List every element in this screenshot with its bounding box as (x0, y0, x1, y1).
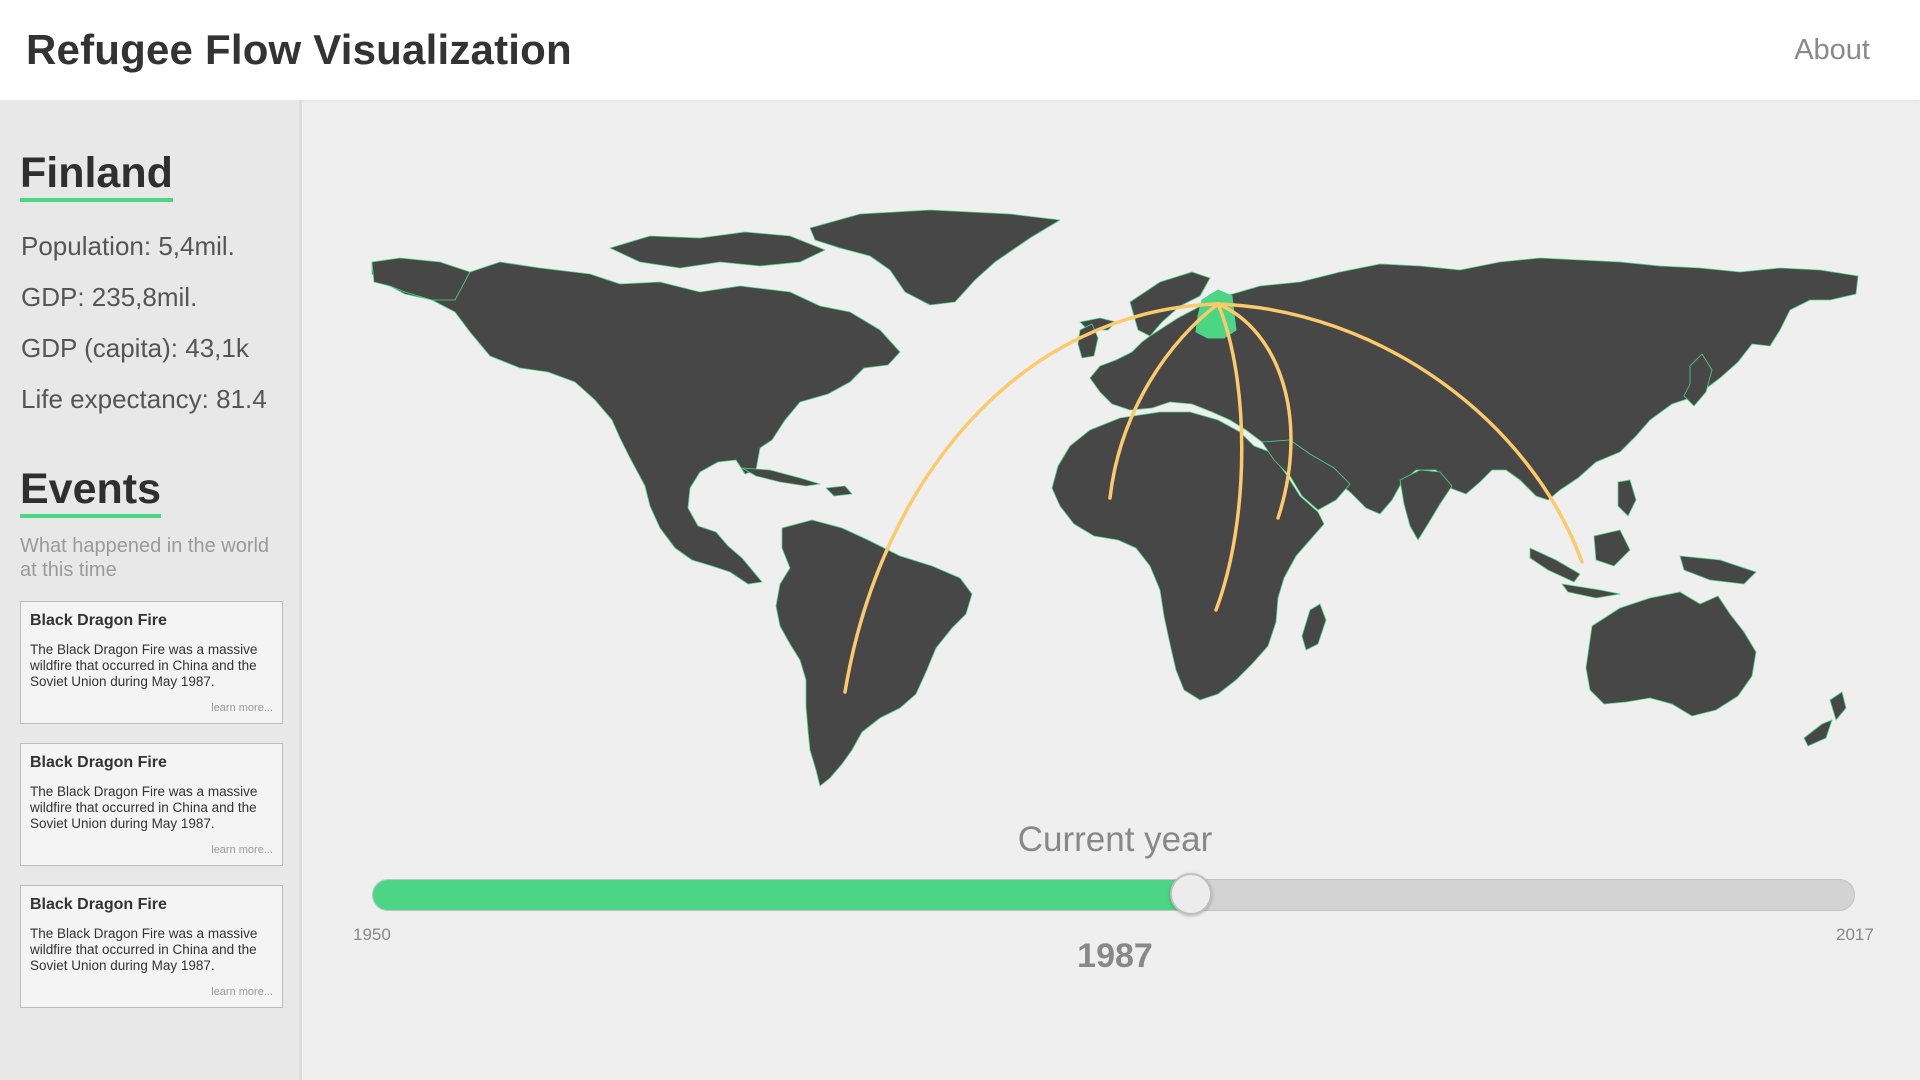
stat-population: Population: 5,4mil. (21, 231, 235, 261)
borneo-shape (1593, 529, 1631, 567)
slider-fill (373, 880, 1191, 910)
arabia-shape (1261, 439, 1351, 511)
current-year-value: 1987 (1077, 937, 1153, 975)
top-bar: Refugee Flow Visualization About (0, 0, 1920, 100)
flow-to-horn-of-africa (1216, 302, 1293, 520)
world-map[interactable] (305, 100, 1920, 900)
australia-shape (1585, 591, 1757, 717)
java-shape (1561, 583, 1621, 599)
scandinavia-shape (1129, 271, 1211, 337)
finland-highlight[interactable] (1195, 289, 1237, 339)
country-name: Finland (20, 148, 173, 202)
slider-handle[interactable] (1169, 873, 1212, 915)
events-subtitle: What happened in the world at this time (20, 535, 270, 581)
new-zealand-south-shape (1803, 719, 1833, 747)
flow-to-southeast-asia (1216, 302, 1584, 564)
event-card[interactable]: Black Dragon Fire The Black Dragon Fire … (20, 743, 283, 866)
learn-more-link[interactable]: learn more... (211, 986, 273, 998)
new-zealand-shape (1829, 691, 1847, 721)
events-title: Events (20, 464, 162, 518)
arctic-islands-shape (609, 231, 826, 269)
slider-max-label: 2017 (1836, 925, 1874, 944)
event-description: The Black Dragon Fire was a massive wild… (30, 784, 258, 831)
philippines-shape (1617, 479, 1637, 517)
event-title: Black Dragon Fire (30, 896, 167, 913)
madagascar-shape (1301, 603, 1327, 651)
hispaniola-shape (825, 485, 853, 497)
slider-min-label: 1950 (353, 925, 391, 944)
event-title: Black Dragon Fire (30, 612, 167, 629)
about-link[interactable]: About (1794, 34, 1870, 66)
north-america-shape (371, 261, 901, 585)
eurasia-shape (1089, 257, 1859, 515)
japan-shape (1683, 353, 1713, 407)
india-shape (1399, 469, 1453, 541)
greenland-shape (809, 209, 1061, 306)
current-year-label: Current year (1017, 820, 1213, 859)
cuba-shape (741, 467, 821, 487)
map-area (305, 100, 1920, 1080)
refugee-flows (843, 302, 1584, 694)
stat-gdp: GDP: 235,8mil. (21, 282, 198, 312)
learn-more-link[interactable]: learn more... (211, 844, 273, 856)
land-masses (371, 209, 1859, 787)
app-title: Refugee Flow Visualization (26, 26, 572, 73)
stat-life-expectancy: Life expectancy: 81.4 (21, 384, 267, 414)
year-slider[interactable] (372, 873, 1855, 915)
event-description: The Black Dragon Fire was a massive wild… (30, 926, 258, 973)
sumatra-shape (1529, 547, 1581, 583)
flow-to-southern-africa (1214, 302, 1244, 612)
new-guinea-shape (1679, 555, 1757, 585)
south-america-shape (775, 519, 973, 787)
event-description: The Black Dragon Fire was a massive wild… (30, 642, 258, 689)
stat-gdp-capita: GDP (capita): 43,1k (21, 333, 249, 363)
africa-shape (1051, 411, 1325, 701)
event-card[interactable]: Black Dragon Fire The Black Dragon Fire … (20, 885, 283, 1008)
flow-to-west-africa (1108, 302, 1220, 500)
event-title: Black Dragon Fire (30, 754, 167, 771)
alaska-shape (371, 257, 471, 301)
flow-to-argentina (843, 302, 1220, 694)
event-card[interactable]: Black Dragon Fire The Black Dragon Fire … (20, 601, 283, 724)
learn-more-link[interactable]: learn more... (211, 702, 273, 714)
